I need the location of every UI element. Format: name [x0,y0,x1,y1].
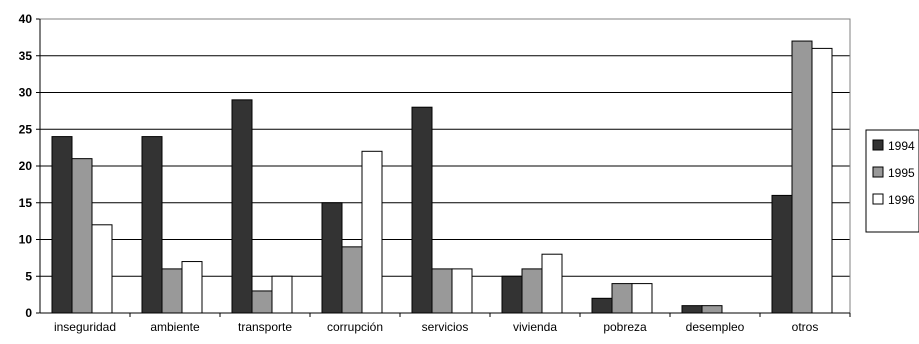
bar-1995-vivienda [521,268,543,314]
axes [36,18,851,317]
y-tick-label: 0 [25,306,32,320]
bar-1996-transporte [271,275,293,314]
y-tick-labels: 0 5 10 15 20 25 30 35 40 [19,12,33,320]
x-tick-label: vivienda [513,320,557,334]
legend-swatch-1996 [872,193,884,205]
y-tick-label: 35 [19,49,33,63]
x-tick-label: corrupción [327,320,383,334]
bar-1995-transporte [251,290,273,314]
bar-1996-servicios [451,268,473,314]
grid-lines [40,18,850,277]
bar-1994-servicios [411,106,433,314]
bar-1994-corrupción [321,202,343,314]
bar-1994-desempleo [681,305,703,314]
bar-1996-otros [811,47,833,314]
bar-1995-inseguridad [71,158,93,314]
legend-label-1994: 1994 [888,139,915,153]
bars [51,40,833,314]
x-tick-label: transporte [238,320,292,334]
bar-1996-ambiente [181,261,203,314]
bar-1994-inseguridad [51,136,73,314]
bar-1996-pobreza [631,283,653,314]
y-tick-label: 5 [25,269,32,283]
bar-1995-desempleo [701,305,723,314]
bar-1995-otros [791,40,813,314]
y-tick-label: 25 [19,122,33,136]
y-tick-label: 20 [19,159,33,173]
x-tick-label: inseguridad [54,320,116,334]
y-tick-label: 30 [19,86,33,100]
x-tick-labels: inseguridad ambiente transporte corrupción s… [54,320,818,334]
bar-1996-inseguridad [91,224,113,314]
legend-swatch-1995 [872,166,884,178]
x-tick-label: otros [792,320,819,334]
y-tick-label: 10 [19,233,33,247]
y-tick-label: 15 [19,196,33,210]
legend: 1994 1995 1996 [865,129,919,233]
x-tick-label: pobreza [603,320,647,334]
bar-1994-transporte [231,99,253,314]
bar-1994-ambiente [141,136,163,314]
bar-1995-servicios [431,268,453,314]
legend-label-1995: 1995 [888,166,915,180]
bar-1995-corrupción [341,246,363,314]
bar-1996-vivienda [541,253,563,314]
x-tick-label: ambiente [150,320,200,334]
legend-label-1996: 1996 [888,193,915,207]
x-tick-label: servicios [422,320,469,334]
bar-1995-ambiente [161,268,183,314]
x-tick-label: desempleo [686,320,745,334]
bar-1994-pobreza [591,297,613,314]
y-tick-label: 40 [19,12,33,26]
bar-1996-corrupción [361,150,383,314]
bar-1994-otros [771,194,793,314]
legend-swatch-1994 [872,139,884,151]
bar-1995-pobreza [611,283,633,314]
bar-1994-vivienda [501,275,523,314]
